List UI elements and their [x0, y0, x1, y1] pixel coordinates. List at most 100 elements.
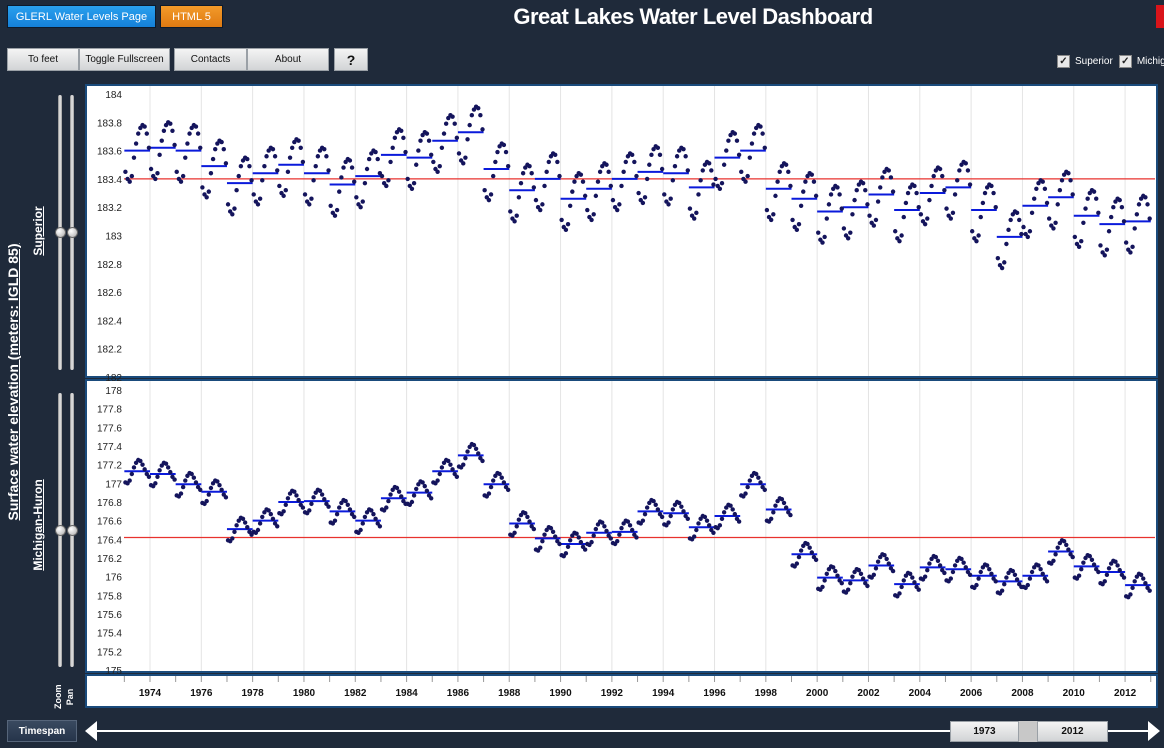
monthly-point — [803, 179, 808, 184]
monthly-point — [298, 145, 303, 150]
monthly-point — [221, 146, 226, 152]
monthly-point — [146, 145, 152, 150]
monthly-point — [670, 178, 676, 183]
monthly-point — [476, 105, 481, 111]
monthly-point — [974, 238, 979, 244]
monthly-point — [441, 131, 447, 136]
monthly-point — [1014, 577, 1020, 582]
monthly-point — [692, 216, 697, 221]
timespan-range-grip[interactable] — [1019, 721, 1037, 742]
monthly-point — [343, 498, 348, 504]
monthly-point — [204, 498, 209, 504]
monthly-point — [1068, 178, 1073, 183]
monthly-point — [1104, 572, 1110, 577]
monthly-point — [1070, 192, 1075, 197]
monthly-point — [213, 146, 218, 152]
monthly-point — [600, 520, 605, 525]
monthly-point — [478, 113, 483, 118]
monthly-point — [751, 131, 757, 136]
monthly-point — [659, 166, 665, 172]
monthly-point — [743, 491, 748, 496]
help-button[interactable]: ? — [334, 48, 368, 71]
monthly-point — [961, 560, 966, 565]
about-button[interactable]: About — [247, 48, 329, 71]
checkbox-checked-icon[interactable]: ✓ — [1057, 55, 1070, 68]
monthly-point — [698, 178, 703, 183]
monthly-point — [942, 188, 947, 193]
michigan-zoom-handle[interactable] — [55, 525, 66, 536]
monthly-point — [632, 159, 637, 165]
superior-zoom-handle[interactable] — [55, 227, 66, 238]
timespan-start-handle[interactable]: 1973 — [950, 721, 1019, 742]
monthly-point — [734, 138, 740, 143]
monthly-point — [922, 221, 928, 227]
y-tick-label: 176.8 — [97, 498, 122, 509]
monthly-point — [1029, 569, 1035, 575]
monthly-point — [790, 217, 795, 223]
monthly-point — [1027, 576, 1033, 581]
monthly-point — [540, 539, 545, 544]
monthly-point — [300, 159, 306, 165]
monthly-point — [136, 131, 141, 136]
monthly-point — [999, 588, 1005, 593]
michigan-huron-toggle[interactable]: ✓ Michig — [1118, 55, 1164, 68]
monthly-point — [275, 168, 280, 173]
y-tick-label: 176.4 — [97, 535, 122, 546]
monthly-point — [927, 197, 932, 203]
monthly-point — [245, 156, 250, 162]
monthly-point — [234, 523, 239, 528]
monthly-point — [520, 171, 526, 176]
monthly-point — [245, 525, 250, 530]
monthly-point — [777, 169, 782, 175]
monthly-point — [655, 507, 661, 512]
checkbox-checked-icon[interactable]: ✓ — [1118, 55, 1132, 68]
monthly-point — [995, 255, 1001, 261]
monthly-point — [820, 584, 825, 590]
monthly-point — [567, 538, 573, 543]
monthly-point — [247, 163, 252, 169]
monthly-point — [334, 207, 340, 213]
monthly-point — [480, 127, 485, 132]
monthly-point — [501, 480, 507, 485]
html5-button[interactable]: HTML 5 — [160, 5, 223, 28]
monthly-point — [283, 502, 288, 507]
monthly-point — [172, 477, 177, 482]
to-feet-button[interactable]: To feet — [7, 48, 79, 71]
monthly-point — [728, 503, 733, 508]
monthly-point — [623, 159, 628, 165]
monthly-point — [880, 175, 885, 180]
monthly-point — [195, 131, 201, 136]
x-tick-label: 2000 — [806, 688, 829, 699]
monthly-point — [969, 229, 975, 234]
y-tick-label: 178 — [105, 386, 122, 397]
contacts-button[interactable]: Contacts — [174, 48, 247, 71]
monthly-point — [779, 497, 785, 502]
close-button[interactable] — [1156, 5, 1164, 28]
monthly-point — [553, 152, 558, 158]
michigan-pan-handle[interactable] — [67, 525, 78, 536]
monthly-point — [538, 545, 543, 550]
monthly-point — [529, 171, 534, 176]
timespan-button[interactable]: Timespan — [7, 720, 77, 742]
monthly-point — [679, 504, 684, 509]
monthly-point — [768, 217, 774, 223]
superior-pan-handle[interactable] — [67, 227, 78, 238]
monthly-point — [215, 479, 220, 484]
superior-toggle[interactable]: ✓ Superior — [1057, 55, 1113, 68]
y-tick-label: 182.6 — [97, 288, 122, 299]
timespan-right-arrow-icon[interactable] — [1148, 721, 1160, 741]
monthly-point — [987, 567, 992, 572]
y-tick-label: 183.6 — [97, 147, 122, 158]
glerl-water-levels-button[interactable]: GLERL Water Levels Page — [7, 5, 156, 28]
monthly-point — [773, 503, 778, 508]
monthly-point — [347, 158, 353, 163]
toggle-fullscreen-button[interactable]: Toggle Fullscreen — [79, 48, 170, 71]
superior-toggle-label: Superior — [1075, 56, 1113, 67]
timespan-left-arrow-icon[interactable] — [85, 721, 97, 741]
monthly-point — [1014, 210, 1020, 216]
timespan-end-handle[interactable]: 2012 — [1037, 721, 1108, 742]
monthly-point — [127, 478, 132, 483]
monthly-point — [495, 149, 500, 155]
monthly-point — [903, 200, 909, 206]
monthly-point — [771, 212, 776, 217]
